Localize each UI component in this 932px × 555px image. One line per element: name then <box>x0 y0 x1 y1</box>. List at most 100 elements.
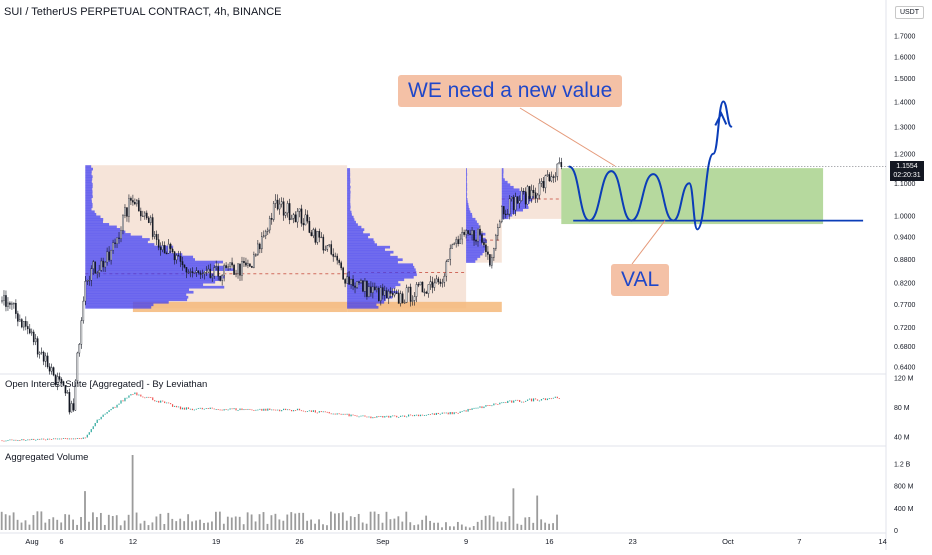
candle-body <box>350 279 352 285</box>
oi-candle <box>231 408 233 410</box>
oi-candle <box>88 432 90 435</box>
oi-candle <box>394 415 396 417</box>
volume-bar <box>302 512 305 530</box>
volume-bar <box>226 516 229 530</box>
volume-profile-bar <box>466 220 477 224</box>
oi-candle <box>50 439 53 440</box>
candle-body <box>32 331 35 343</box>
candle-body <box>5 295 7 307</box>
oi-candle <box>199 407 201 409</box>
volume-bar <box>377 513 380 530</box>
oi-candle <box>66 438 69 440</box>
volume-profile-bar <box>466 193 468 196</box>
candle-body <box>554 176 557 178</box>
oi-candle <box>35 439 37 441</box>
volume-bar <box>468 527 471 530</box>
volume-bar <box>48 519 51 530</box>
volume-profile-bar <box>347 278 405 282</box>
oi-candle <box>368 416 370 418</box>
volume-bar <box>60 522 63 530</box>
volume-profile-bar <box>85 268 235 271</box>
oi-candle <box>52 438 55 440</box>
volume-profile-bar <box>347 268 416 272</box>
volume-title[interactable]: Aggregated Volume <box>5 452 89 463</box>
candle-body <box>86 280 89 282</box>
candle-body <box>328 244 331 246</box>
volume-profile-bar <box>347 183 350 186</box>
candle-body <box>270 218 273 220</box>
candle-body <box>209 268 212 278</box>
volume-bar <box>127 514 130 530</box>
oi-candle <box>253 410 255 411</box>
volume-bar <box>353 517 356 530</box>
volume-profile-bar <box>85 220 104 224</box>
oi-candle <box>380 415 382 417</box>
candle-body <box>120 230 122 239</box>
candle-body <box>389 291 392 294</box>
candle-body <box>376 287 378 290</box>
volume-profile-bar <box>85 263 215 266</box>
volume-bar <box>405 511 408 530</box>
candle-body <box>316 231 319 243</box>
oi-candle <box>509 400 511 402</box>
candle-body <box>147 217 150 223</box>
oi-candle <box>386 415 388 417</box>
oi-candle <box>477 407 479 409</box>
oi-candle <box>525 400 527 402</box>
oi-candle <box>507 400 509 403</box>
volume-profile-bar <box>347 245 391 249</box>
volume-profile-bar <box>347 190 351 194</box>
candle-body <box>235 273 237 275</box>
candle-body <box>38 352 41 355</box>
volume-bar <box>409 522 412 530</box>
oi-candle <box>259 408 261 410</box>
oi-candle <box>82 437 84 439</box>
candle-body <box>62 381 65 386</box>
oi-candle <box>294 410 297 411</box>
oi-candle <box>499 402 501 405</box>
oi-candle <box>346 413 348 415</box>
oi-candle <box>221 409 223 411</box>
oi-candle <box>300 410 303 412</box>
candle-body <box>286 203 289 214</box>
candle-body <box>233 264 235 275</box>
volume-bar <box>548 523 550 530</box>
volume-profile-bar <box>85 275 225 279</box>
volume-bar <box>171 518 174 530</box>
candle-body <box>221 275 223 281</box>
price-tick-label: 0.7200 <box>894 325 916 332</box>
volume-profile-bar <box>466 245 487 248</box>
oi-candle <box>376 416 378 418</box>
candle-body <box>30 331 33 334</box>
volume-bar <box>179 518 182 530</box>
price-tick-label: 1.4000 <box>894 100 916 107</box>
volume-profile-bar <box>85 187 93 191</box>
volume-bar <box>246 512 249 530</box>
volume-bar <box>238 516 241 530</box>
volume-profile-bar <box>466 232 486 236</box>
oi-candle <box>322 411 324 413</box>
volume-profile-bar <box>347 265 415 269</box>
candle-body <box>346 276 348 284</box>
annotation-val[interactable]: VAL <box>611 264 670 296</box>
candle-body <box>21 319 23 328</box>
annotation-headline[interactable]: WE need a new value <box>398 75 623 107</box>
candle-body <box>9 302 11 305</box>
volume-bar <box>123 520 126 530</box>
volume-bar <box>40 511 43 530</box>
candle-body <box>126 207 128 217</box>
oi-candle <box>455 412 457 414</box>
open-interest-title[interactable]: Open Interest Suite [Aggregated] - By Le… <box>5 379 208 390</box>
currency-unit-chip[interactable]: USDT <box>894 6 924 19</box>
volume-profile-bar <box>85 225 117 229</box>
candle-body <box>536 194 539 199</box>
volume-profile-bar <box>85 290 194 294</box>
candle-body <box>60 379 63 382</box>
oi-candle <box>320 411 322 413</box>
oi-candle <box>548 398 550 400</box>
volume-bar <box>504 521 507 530</box>
oi-candle <box>19 439 21 441</box>
volume-profile-bar <box>347 283 401 287</box>
candle-body <box>469 233 471 235</box>
